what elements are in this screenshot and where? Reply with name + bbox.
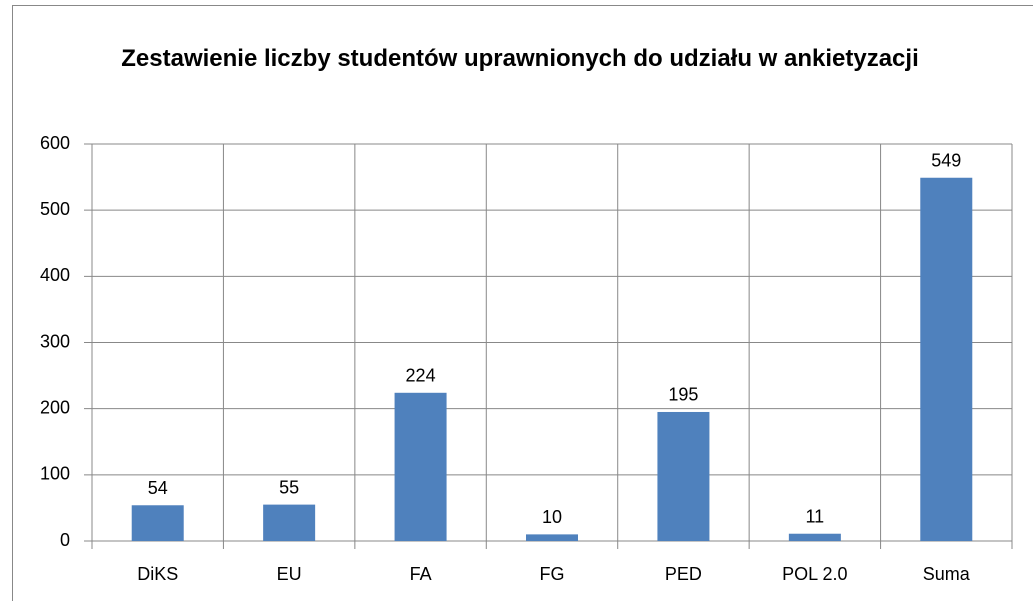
bar: [657, 411, 710, 541]
data-label: 195: [668, 385, 698, 405]
y-tick-label: 200: [40, 397, 70, 417]
data-label: 11: [806, 506, 825, 526]
data-label: 549: [931, 150, 961, 170]
x-tick-label: PED: [665, 564, 702, 584]
bar: [263, 504, 316, 541]
x-tick-label: FA: [410, 564, 432, 584]
y-tick-label: 600: [40, 133, 70, 153]
y-tick-label: 400: [40, 265, 70, 285]
x-tick-label: FG: [540, 564, 565, 584]
bar: [394, 392, 447, 541]
x-tick-label: Suma: [923, 564, 971, 584]
y-tick-label: 100: [40, 464, 70, 484]
chart-title: Zestawienie liczby studentów uprawnionyc…: [121, 45, 919, 72]
y-tick-label: 300: [40, 331, 70, 351]
y-tick-label: 0: [60, 530, 70, 550]
bar: [131, 505, 184, 541]
x-tick-label: DiKS: [137, 564, 178, 584]
chart-frame: [12, 5, 1033, 601]
data-label: 224: [406, 366, 436, 386]
y-tick-label: 500: [40, 199, 70, 219]
data-label: 54: [148, 478, 168, 498]
bar: [788, 533, 841, 541]
x-tick-label: POL 2.0: [782, 564, 847, 584]
bar: [526, 534, 578, 541]
data-label: 55: [279, 477, 299, 497]
bar: [920, 177, 973, 541]
x-tick-label: EU: [277, 564, 302, 584]
data-label: 10: [542, 507, 562, 527]
